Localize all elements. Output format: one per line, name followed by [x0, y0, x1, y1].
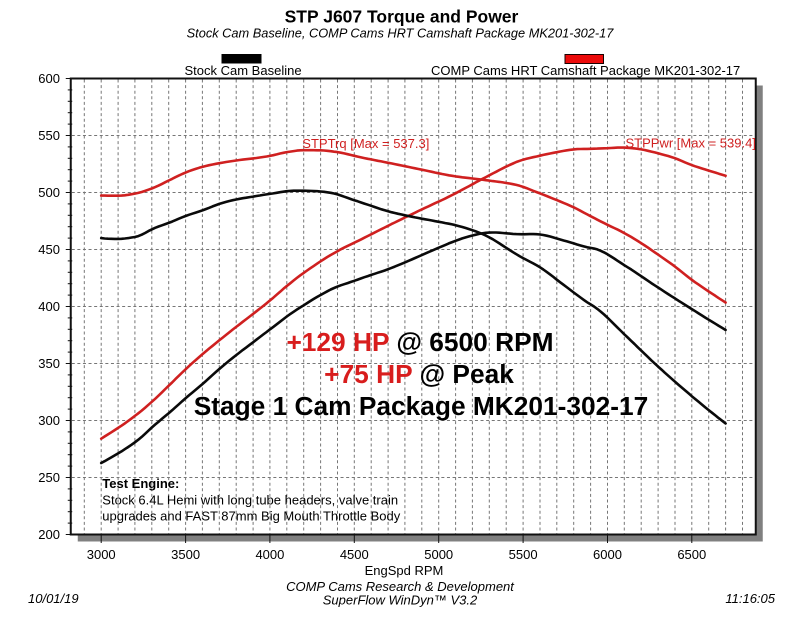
svg-text:STP J607 Torque and Power: STP J607 Torque and Power [285, 6, 519, 26]
svg-text:300: 300 [38, 413, 60, 428]
svg-text:500: 500 [38, 185, 60, 200]
svg-text:4000: 4000 [255, 547, 284, 562]
svg-text:Stock 6.4L Hemi with long tube: Stock 6.4L Hemi with long tube headers, … [102, 492, 398, 507]
svg-text:Stock Cam Baseline, COMP Cams: Stock Cam Baseline, COMP Cams HRT Camsha… [187, 26, 615, 41]
svg-text:600: 600 [38, 71, 60, 86]
svg-text:6500: 6500 [677, 547, 706, 562]
svg-text:11:16:05: 11:16:05 [725, 591, 775, 606]
svg-text:+129 HP @ 6500 RPM: +129 HP @ 6500 RPM [286, 327, 553, 357]
svg-text:10/01/19: 10/01/19 [28, 591, 79, 606]
svg-text:Stock Cam Baseline: Stock Cam Baseline [185, 63, 302, 78]
svg-text:SuperFlow WinDyn™ V3.2: SuperFlow WinDyn™ V3.2 [323, 593, 478, 608]
svg-text:250: 250 [38, 470, 60, 485]
svg-text:EngSpd RPM: EngSpd RPM [365, 563, 444, 578]
svg-text:COMP Cams Research & Developme: COMP Cams Research & Development [286, 579, 515, 594]
svg-text:Stage 1 Cam Package MK201-302-: Stage 1 Cam Package MK201-302-17 [194, 391, 649, 421]
svg-text:400: 400 [38, 299, 60, 314]
svg-text:550: 550 [38, 128, 60, 143]
svg-text:COMP Cams HRT Camshaft Package: COMP Cams HRT Camshaft Package MK201-302… [431, 63, 740, 78]
svg-text:3500: 3500 [171, 547, 200, 562]
svg-text:200: 200 [38, 527, 60, 542]
svg-text:350: 350 [38, 356, 60, 371]
svg-text:5500: 5500 [509, 547, 538, 562]
svg-text:STPPwr [Max = 539.4]: STPPwr [Max = 539.4] [626, 136, 756, 151]
svg-text:5000: 5000 [424, 547, 453, 562]
svg-text:+75 HP @ Peak: +75 HP @ Peak [324, 359, 514, 389]
svg-text:upgrades and FAST 87mm Big Mou: upgrades and FAST 87mm Big Mouth Throttl… [102, 508, 400, 523]
svg-text:6000: 6000 [593, 547, 622, 562]
svg-text:4500: 4500 [340, 547, 369, 562]
svg-text:3000: 3000 [87, 547, 116, 562]
svg-text:Test Engine:: Test Engine: [102, 476, 179, 491]
svg-text:STPTrq [Max = 537.3]: STPTrq [Max = 537.3] [302, 136, 429, 151]
svg-text:450: 450 [38, 242, 60, 257]
